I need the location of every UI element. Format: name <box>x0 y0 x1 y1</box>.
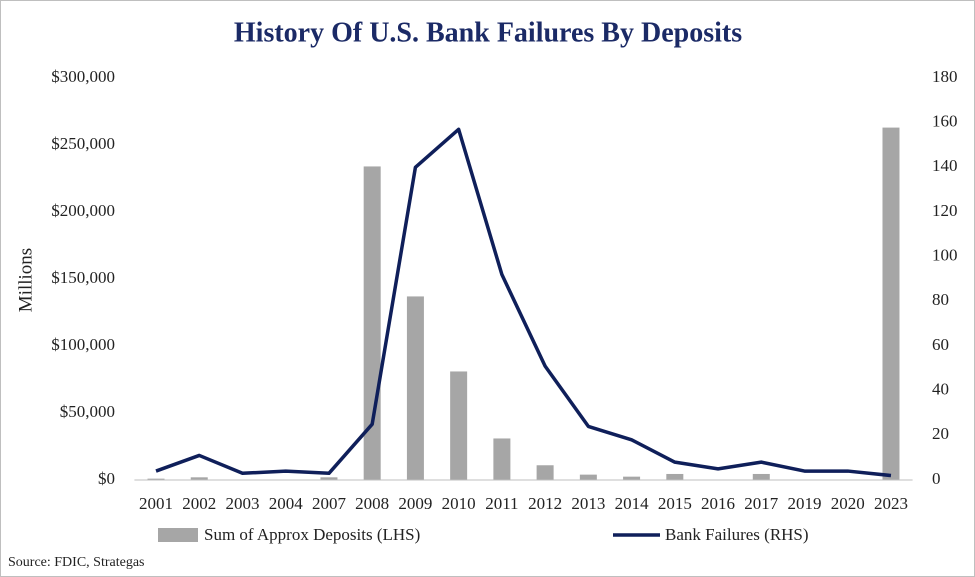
y-tick-label: $300,000 <box>51 67 115 86</box>
bar <box>147 478 165 480</box>
y2-tick-label: 80 <box>932 290 949 309</box>
x-tick-label: 2007 <box>312 494 347 513</box>
y2-tick-label: 140 <box>932 156 958 175</box>
x-tick-label: 2003 <box>225 494 259 513</box>
chart-title: History Of U.S. Bank Failures By Deposit… <box>234 17 742 48</box>
x-tick-label: 2023 <box>874 494 908 513</box>
x-tick-label: 2016 <box>701 494 735 513</box>
y-tick-label: $50,000 <box>60 402 115 421</box>
bar <box>450 371 468 480</box>
x-tick-label: 2012 <box>528 494 562 513</box>
bar <box>882 127 900 480</box>
bar <box>493 438 511 480</box>
y2-tick-label: 100 <box>932 246 958 265</box>
x-tick-label: 2008 <box>355 494 389 513</box>
line <box>155 127 892 478</box>
legend-swatch <box>158 528 198 542</box>
x-tick-label: 2011 <box>485 494 518 513</box>
x-tick-label: 2017 <box>744 494 779 513</box>
x-tick-label: 2002 <box>182 494 216 513</box>
y2-tick-label: 180 <box>932 67 958 86</box>
bar <box>752 473 770 480</box>
x-tick-label: 2004 <box>269 494 304 513</box>
y-tick-label: $150,000 <box>51 268 115 287</box>
y-tick-label: $100,000 <box>51 335 115 354</box>
y-tick-label: $0 <box>98 469 115 488</box>
bar <box>666 473 684 480</box>
bar <box>190 477 208 480</box>
y-axis-label: Millions <box>15 248 36 312</box>
x-tick-label: 2015 <box>658 494 692 513</box>
x-tick-label: 2013 <box>571 494 605 513</box>
bar <box>579 474 597 480</box>
y2-tick-label: 60 <box>932 335 949 354</box>
bar <box>536 465 554 480</box>
y2-tick-label: 120 <box>932 201 958 220</box>
source-note: Source: FDIC, Strategas <box>8 555 144 570</box>
x-tick-label: 2010 <box>442 494 476 513</box>
bar <box>320 477 338 480</box>
bar <box>623 476 641 480</box>
y2-tick-label: 0 <box>932 469 941 488</box>
y-tick-label: $200,000 <box>51 201 115 220</box>
y2-tick-label: 20 <box>932 424 949 443</box>
bar <box>406 296 424 480</box>
y2-tick-label: 160 <box>932 112 958 131</box>
x-tick-label: 2009 <box>398 494 432 513</box>
y2-tick-label: 40 <box>932 380 949 399</box>
x-tick-label: 2020 <box>831 494 865 513</box>
y-tick-label: $250,000 <box>51 134 115 153</box>
legend-label: Sum of Approx Deposits (LHS) <box>204 525 420 544</box>
legend-label: Bank Failures (RHS) <box>665 525 809 544</box>
x-tick-label: 2001 <box>139 494 173 513</box>
x-tick-label: 2019 <box>788 494 822 513</box>
x-tick-label: 2014 <box>615 494 650 513</box>
